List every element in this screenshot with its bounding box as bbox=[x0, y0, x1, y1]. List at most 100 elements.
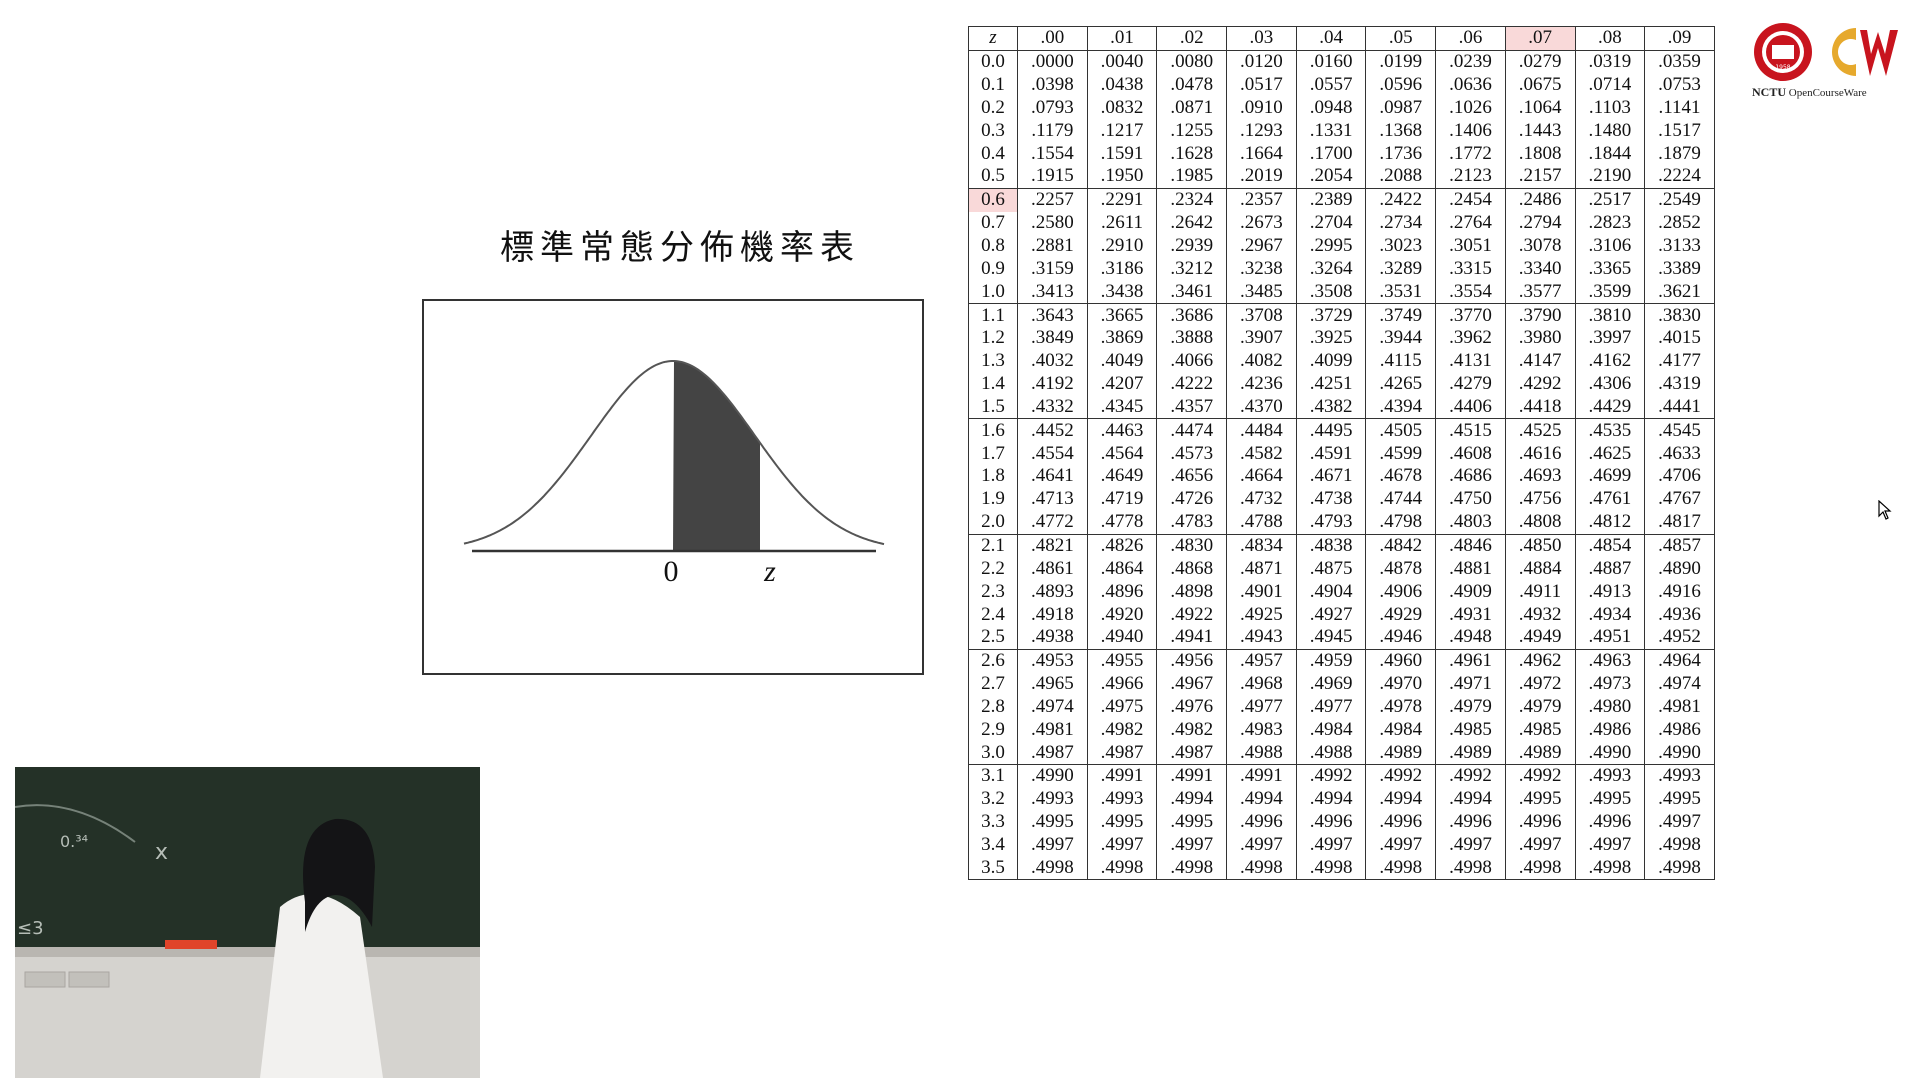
z-table: z .00.01.02.03.04.05.06.07.08.09 0.0.0000… bbox=[968, 26, 1715, 880]
table-cell: .2088 bbox=[1365, 165, 1437, 189]
z-row-label: 3.0 bbox=[968, 741, 1018, 765]
z-row-label: 3.3 bbox=[968, 810, 1018, 834]
table-cell: .0120 bbox=[1226, 50, 1297, 74]
table-cell: .1217 bbox=[1086, 119, 1158, 143]
table-cell: .0438 bbox=[1086, 73, 1158, 97]
table-cell: .4292 bbox=[1504, 372, 1576, 396]
table-cell: .4922 bbox=[1156, 603, 1228, 626]
z-row-label: 2.5 bbox=[968, 625, 1018, 650]
table-cell: .4382 bbox=[1295, 395, 1367, 419]
table-cell: .3508 bbox=[1295, 280, 1367, 304]
table-cell: .3925 bbox=[1295, 326, 1367, 350]
table-cell: .1141 bbox=[1644, 96, 1715, 120]
table-cell: .4319 bbox=[1644, 372, 1715, 396]
table-cell: .4996 bbox=[1226, 810, 1297, 834]
table-cell: .4406 bbox=[1435, 395, 1506, 419]
table-cell: .4976 bbox=[1156, 695, 1228, 719]
table-row: 2.5.4938.4940.4941.4943.4945.4946.4948.4… bbox=[968, 625, 1715, 650]
z-row-label: 1.9 bbox=[968, 487, 1018, 511]
table-cell: .4756 bbox=[1504, 487, 1576, 511]
table-cell: .4952 bbox=[1644, 625, 1715, 650]
table-cell: .1950 bbox=[1086, 165, 1158, 189]
lecture-video[interactable]: 0.³⁴ x ≤3 bbox=[15, 767, 480, 1078]
table-row: 0.7.2580.2611.2642.2673.2704.2734.2764.2… bbox=[968, 211, 1715, 235]
z-row-label: 2.3 bbox=[968, 580, 1018, 604]
table-cell: .4236 bbox=[1226, 372, 1297, 396]
table-cell: .2881 bbox=[1017, 234, 1088, 258]
table-cell: .4929 bbox=[1365, 603, 1437, 626]
table-cell: .4582 bbox=[1226, 442, 1297, 466]
normal-curve-diagram: 0 z bbox=[422, 299, 924, 675]
table-cell: .4830 bbox=[1156, 534, 1228, 558]
table-cell: .1368 bbox=[1365, 119, 1437, 143]
z-table-header: z .00.01.02.03.04.05.06.07.08.09 bbox=[968, 26, 1715, 51]
table-cell: .2454 bbox=[1435, 188, 1506, 212]
table-row: 2.9.4981.4982.4982.4983.4984.4984.4985.4… bbox=[968, 718, 1715, 742]
z-row-label: 2.1 bbox=[968, 534, 1018, 558]
table-cell: .4998 bbox=[1574, 856, 1646, 880]
table-cell: .4956 bbox=[1156, 649, 1228, 673]
table-cell: .4564 bbox=[1086, 442, 1158, 466]
table-cell: .3159 bbox=[1017, 257, 1088, 281]
table-cell: .4986 bbox=[1574, 718, 1646, 742]
table-cell: .1331 bbox=[1295, 119, 1367, 143]
table-cell: .4875 bbox=[1295, 557, 1367, 581]
table-cell: .4783 bbox=[1156, 510, 1228, 535]
table-cell: .4997 bbox=[1365, 833, 1437, 857]
table-row: 0.0.0000.0040.0080.0120.0160.0199.0239.0… bbox=[968, 50, 1715, 74]
table-cell: .1179 bbox=[1017, 119, 1088, 143]
slide-title: 標準常態分佈機率表 bbox=[500, 228, 860, 268]
table-cell: .2852 bbox=[1644, 211, 1715, 235]
logo-org: NCTU bbox=[1752, 85, 1787, 99]
table-cell: .4996 bbox=[1365, 810, 1437, 834]
table-cell: .4994 bbox=[1435, 787, 1506, 811]
table-cell: .1293 bbox=[1226, 119, 1297, 143]
column-header: .01 bbox=[1086, 26, 1158, 51]
table-cell: .4995 bbox=[1504, 787, 1576, 811]
column-header: .04 bbox=[1295, 26, 1367, 51]
column-header: .06 bbox=[1435, 26, 1506, 51]
z-row-label: 2.4 bbox=[968, 603, 1018, 626]
table-cell: .4664 bbox=[1226, 465, 1297, 488]
table-cell: .1103 bbox=[1574, 96, 1646, 120]
table-cell: .4998 bbox=[1086, 856, 1158, 880]
table-cell: .4995 bbox=[1574, 787, 1646, 811]
table-cell: .4998 bbox=[1644, 833, 1715, 857]
column-header: .08 bbox=[1574, 26, 1646, 51]
table-cell: .3315 bbox=[1435, 257, 1506, 281]
table-cell: .4713 bbox=[1017, 487, 1088, 511]
table-cell: .4979 bbox=[1435, 695, 1506, 719]
z-row-label: 0.2 bbox=[968, 96, 1018, 120]
table-cell: .3790 bbox=[1504, 303, 1576, 327]
table-cell: .1664 bbox=[1226, 142, 1297, 166]
table-cell: .0753 bbox=[1644, 73, 1715, 97]
table-cell: .4961 bbox=[1435, 649, 1506, 673]
table-cell: .1985 bbox=[1156, 165, 1228, 189]
column-header: .09 bbox=[1644, 26, 1715, 51]
table-cell: .4994 bbox=[1156, 787, 1228, 811]
table-cell: .4147 bbox=[1504, 349, 1576, 373]
table-cell: .4992 bbox=[1365, 764, 1437, 788]
table-cell: .4992 bbox=[1435, 764, 1506, 788]
table-row: 1.9.4713.4719.4726.4732.4738.4744.4750.4… bbox=[968, 487, 1715, 511]
table-cell: .2291 bbox=[1086, 188, 1158, 212]
board-mark-fraction: 0.³⁴ bbox=[60, 832, 88, 851]
table-cell: .4998 bbox=[1644, 856, 1715, 880]
table-cell: .4971 bbox=[1435, 672, 1506, 696]
table-row: 2.6.4953.4955.4956.4957.4959.4960.4961.4… bbox=[968, 649, 1715, 673]
table-cell: .3340 bbox=[1504, 257, 1576, 281]
table-cell: .4916 bbox=[1644, 580, 1715, 604]
table-cell: .4850 bbox=[1504, 534, 1576, 558]
table-cell: .4418 bbox=[1504, 395, 1576, 419]
table-cell: .4994 bbox=[1226, 787, 1297, 811]
table-cell: .3133 bbox=[1644, 234, 1715, 258]
table-cell: .4997 bbox=[1504, 833, 1576, 857]
table-cell: .4871 bbox=[1226, 557, 1297, 581]
table-cell: .4994 bbox=[1365, 787, 1437, 811]
normal-curve-svg: 0 z bbox=[463, 360, 885, 588]
z-row-label: 1.4 bbox=[968, 372, 1018, 396]
table-cell: .4990 bbox=[1574, 741, 1646, 765]
table-row: 3.0.4987.4987.4987.4988.4988.4989.4989.4… bbox=[968, 741, 1715, 765]
table-cell: .4982 bbox=[1086, 718, 1158, 742]
table-cell: .4996 bbox=[1295, 810, 1367, 834]
